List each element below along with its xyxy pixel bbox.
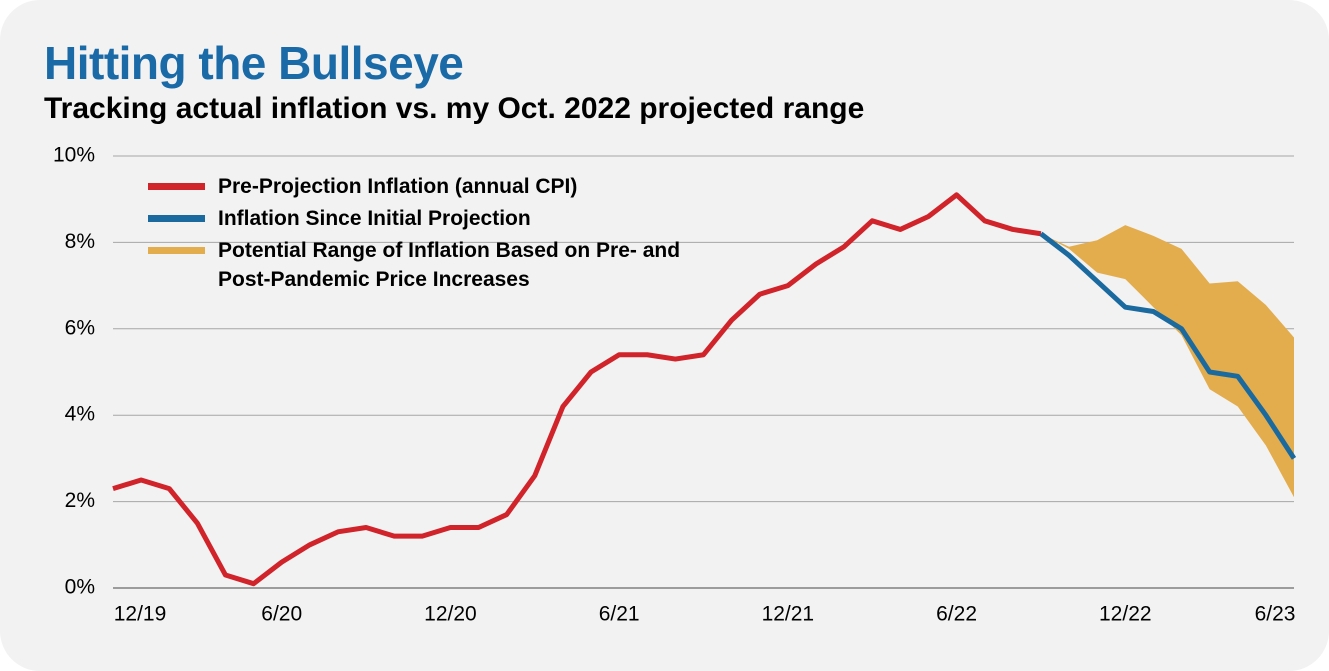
y-tick-label: 10% <box>53 144 95 167</box>
legend-entry: Potential Range of Inflation Based on Pr… <box>148 236 738 294</box>
legend: Pre-Projection Inflation (annual CPI) Inf… <box>148 172 738 297</box>
y-tick-label: 2% <box>65 489 95 512</box>
y-tick-label: 6% <box>65 316 95 339</box>
range-band <box>1040 225 1294 498</box>
y-tick-label: 8% <box>65 230 95 253</box>
y-tick-label: 4% <box>65 403 95 426</box>
legend-label: Pre-Projection Inflation (annual CPI) <box>218 175 578 198</box>
legend-entry: Pre-Projection Inflation (annual CPI) <box>148 172 738 201</box>
series-line <box>112 192 1042 587</box>
legend-label: Potential Range of Inflation Based on Pr… <box>218 239 681 291</box>
legend-entry: Inflation Since Initial Projection <box>148 204 738 233</box>
legend-label: Inflation Since Initial Projection <box>218 207 531 230</box>
x-tick-label: 6/20 <box>261 603 302 626</box>
chart-title: Hitting the Bullseye <box>44 37 464 89</box>
legend-swatch <box>148 183 205 190</box>
legend-swatch <box>148 215 205 222</box>
x-tick-label: 12/19 <box>114 603 167 626</box>
x-tick-label: 6/23 <box>1255 603 1296 626</box>
y-tick-label: 0% <box>65 576 95 599</box>
x-tick-label: 6/21 <box>599 603 640 626</box>
legend-swatch <box>148 247 205 254</box>
x-tick-label: 12/20 <box>424 603 477 626</box>
chart-subtitle: Tracking actual inflation vs. my Oct. 20… <box>44 92 865 125</box>
x-tick-label: 12/22 <box>1099 603 1152 626</box>
x-tick-label: 6/22 <box>936 603 977 626</box>
series-line <box>1039 231 1297 460</box>
x-tick-label: 12/21 <box>762 603 815 626</box>
